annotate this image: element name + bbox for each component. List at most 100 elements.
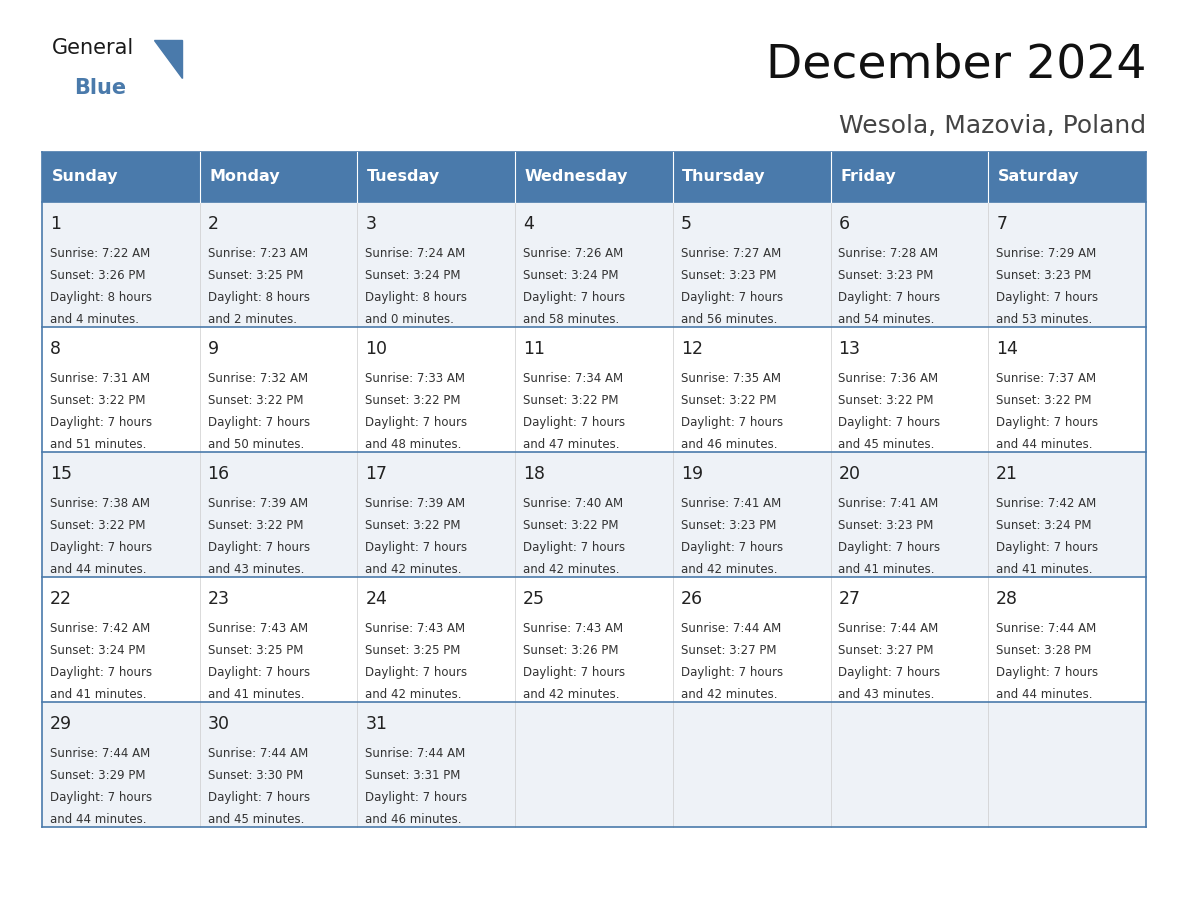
Text: 17: 17 xyxy=(366,465,387,483)
Text: Daylight: 8 hours: Daylight: 8 hours xyxy=(208,291,310,304)
Text: Sunrise: 7:29 AM: Sunrise: 7:29 AM xyxy=(997,247,1097,260)
Text: Friday: Friday xyxy=(840,170,896,185)
Text: Tuesday: Tuesday xyxy=(367,170,440,185)
Bar xyxy=(42,452,1146,577)
Text: Sunrise: 7:44 AM: Sunrise: 7:44 AM xyxy=(208,747,308,760)
Bar xyxy=(42,327,1146,452)
Text: Daylight: 7 hours: Daylight: 7 hours xyxy=(366,666,467,679)
Text: Sunset: 3:22 PM: Sunset: 3:22 PM xyxy=(50,519,145,532)
Text: Monday: Monday xyxy=(209,170,280,185)
Bar xyxy=(42,577,1146,702)
Text: Sunrise: 7:44 AM: Sunrise: 7:44 AM xyxy=(997,622,1097,635)
Text: 24: 24 xyxy=(366,590,387,608)
Text: and 41 minutes.: and 41 minutes. xyxy=(208,688,304,701)
Text: and 56 minutes.: and 56 minutes. xyxy=(681,313,777,326)
Text: Sunrise: 7:41 AM: Sunrise: 7:41 AM xyxy=(681,497,781,510)
Text: Saturday: Saturday xyxy=(998,170,1079,185)
Text: Sunrise: 7:42 AM: Sunrise: 7:42 AM xyxy=(997,497,1097,510)
Text: Daylight: 7 hours: Daylight: 7 hours xyxy=(50,666,152,679)
Text: 9: 9 xyxy=(208,340,219,358)
Text: Sunset: 3:25 PM: Sunset: 3:25 PM xyxy=(366,644,461,657)
Text: Daylight: 7 hours: Daylight: 7 hours xyxy=(839,416,941,429)
Text: Sunrise: 7:26 AM: Sunrise: 7:26 AM xyxy=(523,247,624,260)
Text: Daylight: 7 hours: Daylight: 7 hours xyxy=(839,291,941,304)
Text: Sunset: 3:24 PM: Sunset: 3:24 PM xyxy=(997,519,1092,532)
Bar xyxy=(830,152,988,202)
Text: 1: 1 xyxy=(50,215,61,233)
Text: Sunset: 3:22 PM: Sunset: 3:22 PM xyxy=(208,394,303,407)
Text: and 42 minutes.: and 42 minutes. xyxy=(366,688,462,701)
Text: Sunrise: 7:41 AM: Sunrise: 7:41 AM xyxy=(839,497,939,510)
Text: Sunrise: 7:34 AM: Sunrise: 7:34 AM xyxy=(523,372,624,385)
Text: Sunset: 3:27 PM: Sunset: 3:27 PM xyxy=(839,644,934,657)
Text: Daylight: 7 hours: Daylight: 7 hours xyxy=(50,791,152,804)
Text: Daylight: 7 hours: Daylight: 7 hours xyxy=(523,666,625,679)
Text: Sunset: 3:22 PM: Sunset: 3:22 PM xyxy=(366,519,461,532)
Text: 27: 27 xyxy=(839,590,860,608)
Text: Sunset: 3:23 PM: Sunset: 3:23 PM xyxy=(839,519,934,532)
Text: Sunrise: 7:37 AM: Sunrise: 7:37 AM xyxy=(997,372,1097,385)
Text: Sunset: 3:22 PM: Sunset: 3:22 PM xyxy=(50,394,145,407)
Text: Sunrise: 7:43 AM: Sunrise: 7:43 AM xyxy=(523,622,624,635)
Text: Sunset: 3:25 PM: Sunset: 3:25 PM xyxy=(208,644,303,657)
Bar xyxy=(42,702,1146,827)
Text: 22: 22 xyxy=(50,590,72,608)
Text: and 41 minutes.: and 41 minutes. xyxy=(997,563,1093,576)
Text: Sunset: 3:22 PM: Sunset: 3:22 PM xyxy=(997,394,1092,407)
Text: Sunset: 3:22 PM: Sunset: 3:22 PM xyxy=(523,394,619,407)
Text: Daylight: 7 hours: Daylight: 7 hours xyxy=(997,666,1098,679)
Text: and 43 minutes.: and 43 minutes. xyxy=(208,563,304,576)
Text: and 46 minutes.: and 46 minutes. xyxy=(681,438,777,451)
Text: Sunset: 3:22 PM: Sunset: 3:22 PM xyxy=(208,519,303,532)
Text: Sunrise: 7:24 AM: Sunrise: 7:24 AM xyxy=(366,247,466,260)
Text: Sunset: 3:29 PM: Sunset: 3:29 PM xyxy=(50,769,145,782)
Text: Daylight: 7 hours: Daylight: 7 hours xyxy=(208,541,310,554)
Text: Sunrise: 7:27 AM: Sunrise: 7:27 AM xyxy=(681,247,781,260)
Text: and 42 minutes.: and 42 minutes. xyxy=(366,563,462,576)
Text: 25: 25 xyxy=(523,590,545,608)
Text: and 42 minutes.: and 42 minutes. xyxy=(681,563,777,576)
Text: 4: 4 xyxy=(523,215,533,233)
Bar xyxy=(516,152,672,202)
Text: and 41 minutes.: and 41 minutes. xyxy=(50,688,146,701)
Text: Daylight: 7 hours: Daylight: 7 hours xyxy=(523,541,625,554)
Text: Daylight: 7 hours: Daylight: 7 hours xyxy=(681,291,783,304)
Text: Daylight: 7 hours: Daylight: 7 hours xyxy=(681,416,783,429)
Text: and 48 minutes.: and 48 minutes. xyxy=(366,438,462,451)
Text: Daylight: 8 hours: Daylight: 8 hours xyxy=(50,291,152,304)
Text: 14: 14 xyxy=(997,340,1018,358)
Text: and 4 minutes.: and 4 minutes. xyxy=(50,313,139,326)
Text: Wesola, Mazovia, Poland: Wesola, Mazovia, Poland xyxy=(839,114,1146,138)
Text: Sunset: 3:26 PM: Sunset: 3:26 PM xyxy=(523,644,619,657)
Text: 20: 20 xyxy=(839,465,860,483)
Text: 2: 2 xyxy=(208,215,219,233)
Text: Sunset: 3:23 PM: Sunset: 3:23 PM xyxy=(997,269,1092,282)
Text: and 42 minutes.: and 42 minutes. xyxy=(523,688,619,701)
Bar xyxy=(200,152,358,202)
Text: Sunrise: 7:42 AM: Sunrise: 7:42 AM xyxy=(50,622,150,635)
Text: Daylight: 7 hours: Daylight: 7 hours xyxy=(208,416,310,429)
Text: and 50 minutes.: and 50 minutes. xyxy=(208,438,304,451)
Text: Sunset: 3:23 PM: Sunset: 3:23 PM xyxy=(839,269,934,282)
Text: and 53 minutes.: and 53 minutes. xyxy=(997,313,1093,326)
Text: and 43 minutes.: and 43 minutes. xyxy=(839,688,935,701)
Text: Sunset: 3:24 PM: Sunset: 3:24 PM xyxy=(366,269,461,282)
Text: Sunrise: 7:31 AM: Sunrise: 7:31 AM xyxy=(50,372,150,385)
Text: 10: 10 xyxy=(366,340,387,358)
Text: Sunrise: 7:33 AM: Sunrise: 7:33 AM xyxy=(366,372,466,385)
Text: Daylight: 7 hours: Daylight: 7 hours xyxy=(50,541,152,554)
Text: General: General xyxy=(52,38,134,58)
Text: Sunset: 3:22 PM: Sunset: 3:22 PM xyxy=(681,394,776,407)
Bar xyxy=(358,152,516,202)
Text: Sunrise: 7:44 AM: Sunrise: 7:44 AM xyxy=(681,622,781,635)
Text: and 44 minutes.: and 44 minutes. xyxy=(997,438,1093,451)
Text: Sunset: 3:23 PM: Sunset: 3:23 PM xyxy=(681,269,776,282)
Text: Sunset: 3:22 PM: Sunset: 3:22 PM xyxy=(839,394,934,407)
Bar xyxy=(42,152,200,202)
Text: and 58 minutes.: and 58 minutes. xyxy=(523,313,619,326)
Text: Daylight: 7 hours: Daylight: 7 hours xyxy=(50,416,152,429)
Text: Sunrise: 7:44 AM: Sunrise: 7:44 AM xyxy=(839,622,939,635)
Text: 21: 21 xyxy=(997,465,1018,483)
Text: Daylight: 7 hours: Daylight: 7 hours xyxy=(997,541,1098,554)
Text: Daylight: 7 hours: Daylight: 7 hours xyxy=(997,416,1098,429)
